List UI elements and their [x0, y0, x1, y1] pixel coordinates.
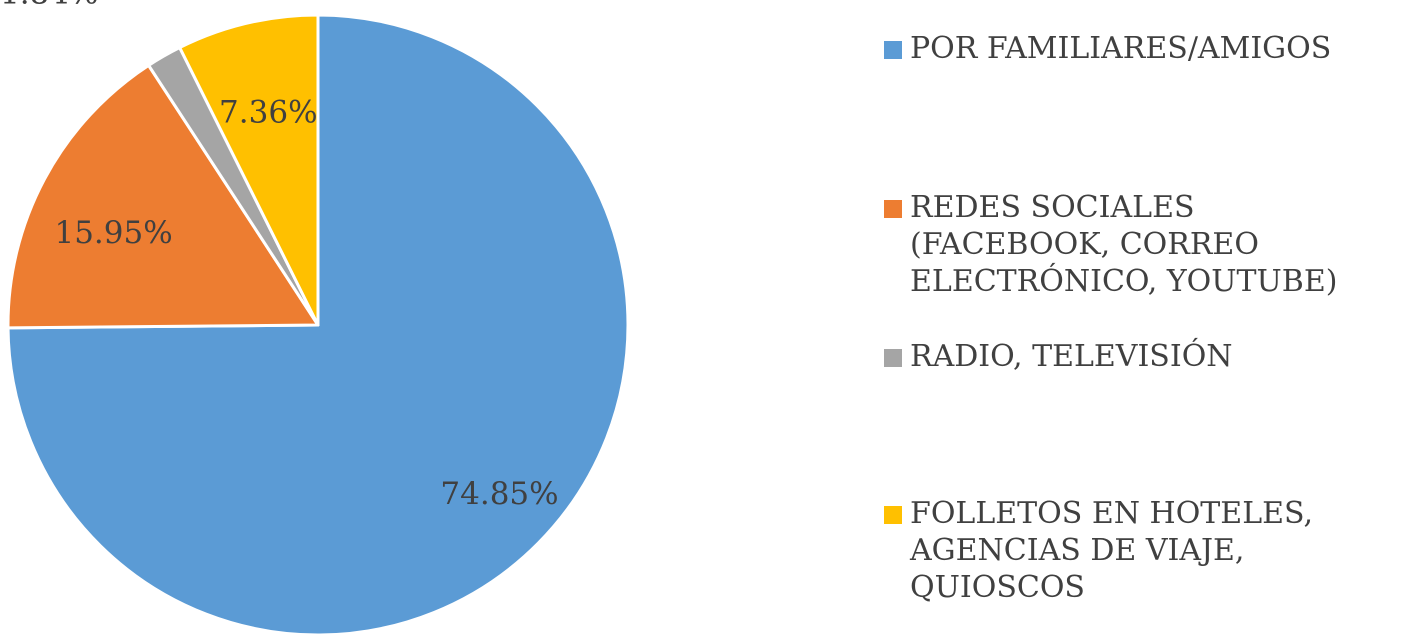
legend-label-2-line-2: (FACEBOOK, CORREO: [910, 227, 1259, 262]
pie-slice-2: [6, 63, 320, 330]
data-label-3: 1.84%: [0, 0, 98, 12]
pie-data-labels: 74.85% 15.95% 1.84% 7.36%: [0, 0, 559, 512]
data-label-4: 7.36%: [219, 94, 317, 130]
data-label-1: 74.85%: [440, 476, 558, 512]
legend-entry-2: REDES SOCIALES(FACEBOOK, CORREOELECTRÓNI…: [884, 190, 1337, 299]
legend-swatch-4: [884, 506, 902, 524]
data-label-2: 15.95%: [54, 215, 172, 251]
pie-slice-1: [6, 13, 630, 635]
legend-entry-3: RADIO, TELEVISIÓN: [884, 338, 1233, 374]
legend-label-4-line-1: FOLLETOS EN HOTELES,: [910, 496, 1313, 531]
legend-swatch-3: [884, 349, 902, 367]
legend-label-1-line-1: POR FAMILIARES/AMIGOS: [910, 31, 1331, 66]
legend-entry-4: FOLLETOS EN HOTELES,AGENCIAS DE VIAJE,QU…: [884, 496, 1313, 605]
legend-entry-1: POR FAMILIARES/AMIGOS: [884, 31, 1331, 66]
legend-swatch-2: [884, 200, 902, 218]
legend-swatch-1: [884, 41, 902, 59]
legend-label-4-line-2: AGENCIAS DE VIAJE,: [909, 533, 1244, 568]
legend-label-2-line-1: REDES SOCIALES: [910, 190, 1195, 225]
legend-label-2-line-3: ELECTRÓNICO, YOUTUBE): [910, 263, 1337, 299]
pie-slices: [6, 13, 630, 635]
legend-label-4-line-3: QUIOSCOS: [910, 570, 1085, 605]
legend-label-3-line-1: RADIO, TELEVISIÓN: [910, 338, 1233, 374]
pie-slice-4: [178, 13, 320, 327]
legend: POR FAMILIARES/AMIGOS REDES SOCIALES(FACE…: [884, 31, 1337, 605]
